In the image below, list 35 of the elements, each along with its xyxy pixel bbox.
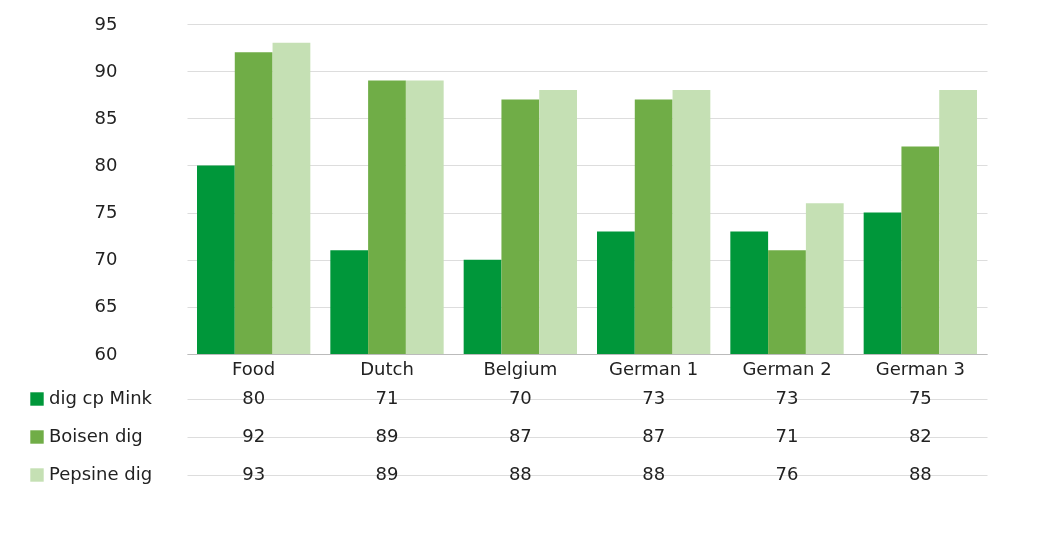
data-label: 93 [242, 463, 266, 484]
data-label: 70 [508, 387, 532, 408]
legend-label: dig cp Mink [49, 387, 153, 408]
x-tick-label: German 1 [609, 357, 699, 379]
data-label: 87 [508, 425, 532, 446]
data-label: 89 [375, 463, 399, 484]
y-tick-label: 60 [94, 342, 118, 364]
y-tick-label: 70 [94, 248, 118, 270]
data-label: 76 [775, 463, 799, 484]
x-tick-label: German 2 [742, 357, 832, 379]
data-label: 92 [242, 425, 266, 446]
y-tick-label: 95 [94, 12, 118, 34]
data-label: 82 [908, 425, 932, 446]
data-label: 73 [775, 387, 799, 408]
data-label: 71 [775, 425, 799, 446]
data-label: 89 [375, 425, 399, 446]
data-label: 88 [908, 463, 932, 484]
data-label: 87 [642, 425, 666, 446]
data-label: 73 [642, 387, 666, 408]
y-tick-label: 75 [94, 201, 118, 223]
y-tick-label: 65 [94, 295, 118, 317]
x-tick-label: Belgium [483, 357, 558, 379]
y-tick-label: 80 [94, 153, 118, 175]
x-tick-label: Dutch [360, 357, 414, 379]
data-label: 88 [508, 463, 532, 484]
x-tick-label: Food [232, 357, 276, 379]
x-tick-label: German 3 [875, 357, 965, 379]
legend-label: Boisen dig [49, 425, 143, 446]
data-label: 75 [908, 387, 932, 408]
y-tick-label: 85 [94, 106, 118, 128]
data-label: 71 [375, 387, 399, 408]
data-label: 88 [642, 463, 666, 484]
y-tick-label: 90 [94, 59, 118, 81]
legend-label: Pepsine dig [49, 463, 153, 484]
data-label: 80 [242, 387, 266, 408]
